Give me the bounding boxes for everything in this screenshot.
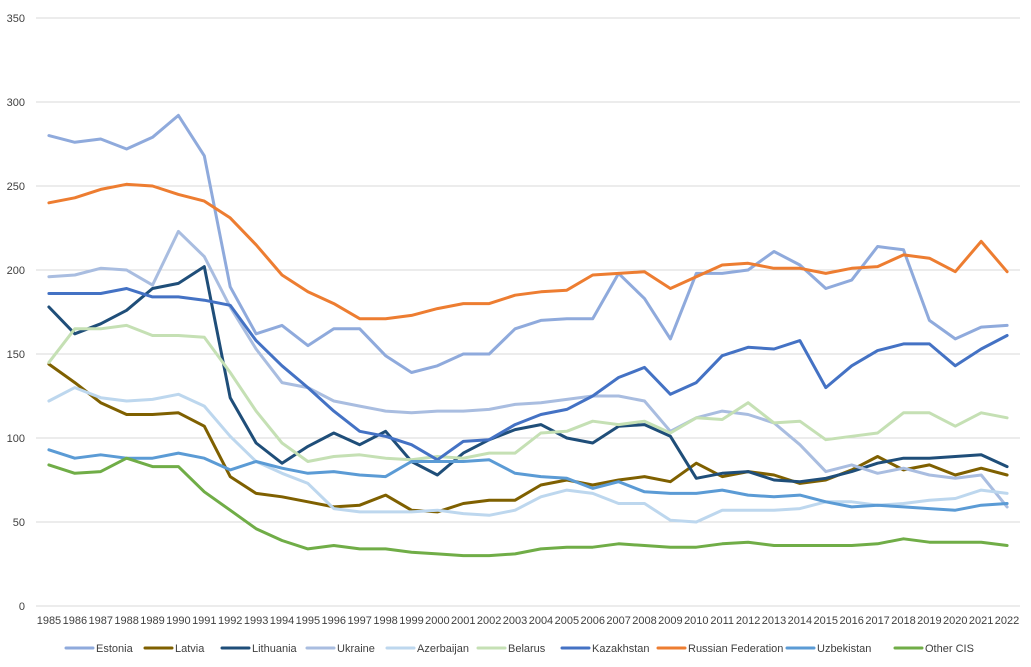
x-tick-label: 1991 <box>192 615 216 627</box>
x-tick-label: 1986 <box>63 615 87 627</box>
x-tick-label: 2011 <box>710 615 734 627</box>
legend-label-azerbaijan: Azerbaijan <box>417 643 469 655</box>
legend-label-estonia: Estonia <box>96 643 134 655</box>
series-line-other-cis <box>47 456 1009 558</box>
series-line-lithuania <box>47 265 1009 484</box>
series-line-uzbekistan <box>47 448 1009 512</box>
x-tick-label: 2022 <box>995 615 1019 627</box>
x-tick-label: 2003 <box>503 615 527 627</box>
series-line-estonia <box>47 113 1009 374</box>
x-tick-label: 2013 <box>762 615 786 627</box>
gridlines <box>36 17 1020 607</box>
y-tick-label: 300 <box>7 97 25 109</box>
x-tick-label: 2016 <box>839 615 863 627</box>
legend-label-belarus: Belarus <box>508 643 546 655</box>
x-tick-label: 1985 <box>37 615 61 627</box>
y-tick-label: 150 <box>7 349 25 361</box>
y-tick-label: 250 <box>7 181 25 193</box>
legend-label-ukraine: Ukraine <box>337 643 375 655</box>
legend: Estonia Latvia Lithuania Ukraine Azerbaijan B… <box>64 643 974 655</box>
x-tick-label: 2007 <box>606 615 630 627</box>
series-lines <box>47 113 1009 558</box>
x-tick-label: 2014 <box>788 615 812 627</box>
x-tick-label: 2000 <box>425 615 449 627</box>
series-line-russian-federation <box>47 182 1009 321</box>
x-tick-label: 1990 <box>166 615 190 627</box>
x-tick-label: 2020 <box>943 615 967 627</box>
x-tick-label: 1989 <box>140 615 164 627</box>
x-tick-label: 1998 <box>373 615 397 627</box>
y-tick-label: 0 <box>19 601 25 613</box>
series-line-azerbaijan <box>47 386 1009 524</box>
series-line-belarus <box>47 323 1009 463</box>
legend-label-uzbekistan: Uzbekistan <box>817 643 871 655</box>
series-line-kazakhstan <box>47 287 1009 462</box>
x-tick-label: 1987 <box>88 615 112 627</box>
x-tick-label: 1995 <box>296 615 320 627</box>
x-tick-label: 1988 <box>114 615 138 627</box>
x-tick-label: 1997 <box>347 615 371 627</box>
x-tick-label: 2018 <box>891 615 915 627</box>
series-line-ukraine <box>47 229 1009 509</box>
x-tick-label: 2019 <box>917 615 941 627</box>
x-tick-label: 1996 <box>322 615 346 627</box>
x-tick-label: 2004 <box>529 615 553 627</box>
x-tick-label: 2021 <box>969 615 993 627</box>
x-tick-label: 1993 <box>244 615 268 627</box>
y-axis-ticks: 0 50 100 150 200 250 300 350 <box>7 13 25 613</box>
x-tick-label: 2005 <box>555 615 579 627</box>
x-tick-label: 1992 <box>218 615 242 627</box>
x-tick-label: 2012 <box>736 615 760 627</box>
x-tick-label: 2017 <box>865 615 889 627</box>
legend-label-latvia: Latvia <box>175 643 205 655</box>
x-tick-label: 2001 <box>451 615 475 627</box>
legend-label-russian-federation: Russian Federation <box>688 643 783 655</box>
legend-label-lithuania: Lithuania <box>252 643 298 655</box>
x-axis-ticks: 1985 1986 1987 1988 1989 1990 1991 1992 1993 1994… <box>37 615 1020 627</box>
legend-label-kazakhstan: Kazakhstan <box>592 643 649 655</box>
x-tick-label: 1994 <box>270 615 294 627</box>
x-tick-label: 2015 <box>814 615 838 627</box>
y-tick-label: 200 <box>7 265 25 277</box>
y-tick-label: 350 <box>7 13 25 25</box>
x-tick-label: 2010 <box>684 615 708 627</box>
y-tick-label: 100 <box>7 433 25 445</box>
x-tick-label: 2008 <box>632 615 656 627</box>
legend-label-other-cis: Other CIS <box>925 643 974 655</box>
x-tick-label: 2006 <box>580 615 604 627</box>
x-tick-label: 1999 <box>399 615 423 627</box>
x-tick-label: 2002 <box>477 615 501 627</box>
x-tick-label: 2009 <box>658 615 682 627</box>
y-tick-label: 50 <box>13 517 25 529</box>
